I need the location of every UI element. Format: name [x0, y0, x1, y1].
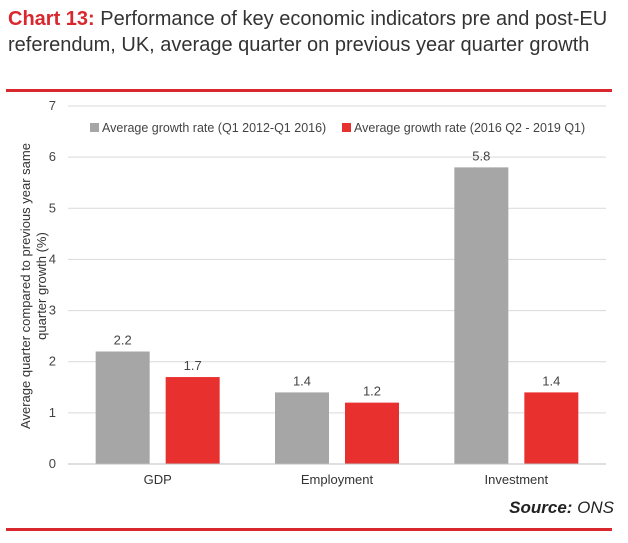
bar-value-label: 1.7 — [184, 358, 202, 373]
legend-label: Average growth rate (2016 Q2 - 2019 Q1) — [354, 121, 585, 135]
y-tick-label: 1 — [49, 405, 56, 420]
gridlines — [68, 105, 606, 414]
y-axis-label-line-1: Average quarter compared to previous yea… — [18, 143, 33, 429]
source-value: ONS — [572, 498, 614, 517]
legend-label: Average growth rate (Q1 2012-Q1 2016) — [102, 121, 326, 135]
x-tick-label: GDP — [144, 472, 172, 487]
bar — [345, 402, 399, 464]
x-tick-label: Investment — [485, 472, 549, 487]
y-axis-label-line-2: quarter growth (%) — [34, 232, 49, 340]
bar-value-label: 1.4 — [542, 373, 560, 388]
y-axis-ticks: 0 1 2 3 4 5 6 7 — [49, 98, 56, 471]
x-axis-labels: GDP Employment Investment — [144, 472, 549, 487]
chart-title-text: Performance of key economic indicators p… — [8, 8, 608, 56]
y-tick-label: 0 — [49, 456, 56, 471]
y-tick-label: 6 — [49, 149, 56, 164]
bottom-divider — [6, 528, 612, 531]
chart-number: Chart 13: — [8, 8, 95, 30]
bar-value-label: 5.8 — [472, 148, 490, 163]
legend-swatch — [342, 123, 351, 132]
y-tick-label: 7 — [49, 98, 56, 113]
y-tick-label: 5 — [49, 200, 56, 215]
bar-value-labels: 2.2 1.7 1.4 1.2 5.8 1.4 — [114, 148, 561, 398]
source-note: Source: ONS — [509, 498, 614, 518]
bar-value-label: 1.2 — [363, 384, 381, 399]
x-tick-label: Employment — [301, 472, 374, 487]
bar — [95, 351, 150, 464]
source-label: Source: — [509, 498, 573, 517]
y-tick-label: 4 — [49, 251, 56, 266]
top-divider — [6, 89, 612, 92]
bars — [95, 167, 579, 464]
bar-value-label: 1.4 — [293, 373, 311, 388]
bar — [165, 377, 220, 464]
y-tick-label: 3 — [49, 303, 56, 318]
bar — [524, 392, 579, 464]
legend-swatch — [90, 123, 99, 132]
bar — [454, 167, 509, 464]
y-tick-label: 2 — [49, 354, 56, 369]
bar — [275, 392, 329, 464]
chart-title: Chart 13: Performance of key economic in… — [8, 6, 618, 58]
bar-value-label: 2.2 — [114, 332, 132, 347]
legend: Average growth rate (Q1 2012-Q1 2016) Ave… — [90, 121, 585, 135]
